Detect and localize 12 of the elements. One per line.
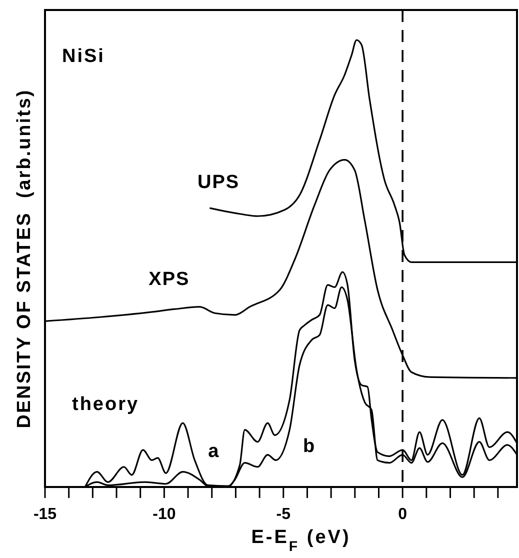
y-axis-title: DENSITY OF STATES (arb.units) [14,88,35,428]
annotation: NiSi [62,46,105,67]
x-axis-title: E-E$_{F}$ (eV) [251,527,351,555]
x-tick-label: -10 [152,506,176,523]
x-tick-label: -15 [33,506,57,523]
annotation: theory [72,394,140,415]
series-label: b [302,436,316,457]
series-label: XPS [148,268,190,290]
x-tick-label: 0 [398,506,408,523]
series-label: UPS [198,172,240,193]
x-tick-label: -5 [276,506,291,523]
series-label: a [208,441,220,462]
